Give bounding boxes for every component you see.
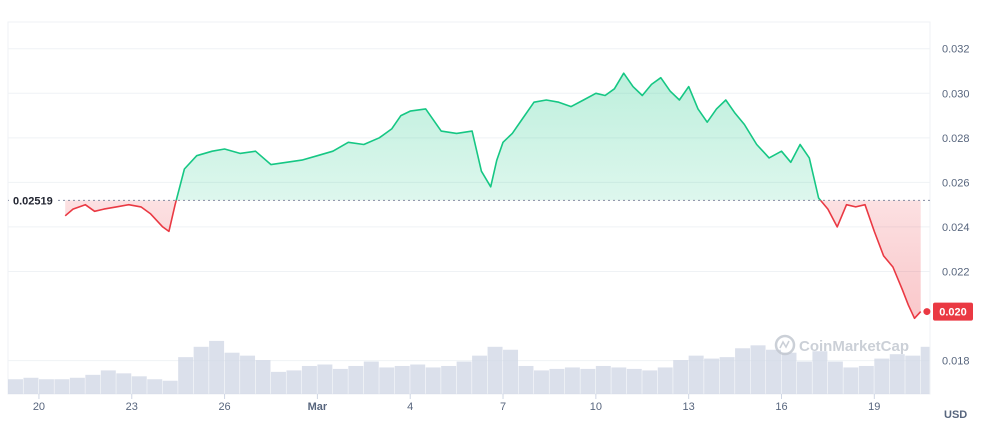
volume-bar (518, 365, 534, 394)
volume-bar (240, 355, 256, 394)
volume-bar (564, 367, 580, 394)
volume-bar (270, 371, 286, 394)
volume-bar (472, 355, 488, 394)
volume-bar (796, 361, 812, 394)
volume-bar (332, 368, 348, 394)
volume-bar (704, 358, 720, 394)
volume-bar (85, 374, 101, 394)
volume-bar (8, 379, 23, 394)
x-tick-label: 10 (590, 401, 602, 413)
x-tick-label: 4 (407, 401, 413, 413)
volume-bar (920, 346, 930, 394)
volume-bar (626, 368, 642, 394)
volume-bar (719, 357, 735, 394)
volume-bar (889, 354, 905, 394)
y-tick-label: 0.028 (942, 133, 970, 145)
x-tick-label: 19 (868, 401, 880, 413)
volume-bar (688, 355, 704, 394)
volume-bar (487, 346, 503, 394)
volume-bar (394, 365, 410, 394)
volume-bar (580, 368, 596, 394)
y-tick-label: 0.032 (942, 44, 970, 56)
volume-bar (147, 379, 163, 394)
volume-bar (657, 367, 673, 394)
volume-bar (348, 365, 364, 394)
volume-bar (441, 365, 457, 394)
reference-label-backing (9, 192, 57, 208)
x-tick-label: 26 (218, 401, 230, 413)
x-tick-label: 23 (126, 401, 138, 413)
volume-bar (100, 370, 116, 394)
volume-bar (503, 349, 519, 394)
volume-bar (54, 379, 70, 394)
volume-bar (255, 360, 271, 394)
current-price-badge (933, 302, 973, 321)
y-tick-label: 0.024 (942, 222, 970, 234)
x-tick-label: 13 (683, 401, 695, 413)
volume-bar (827, 361, 843, 394)
logo-wave-icon (779, 340, 790, 349)
volume-bar (38, 379, 54, 394)
volume-bar (858, 365, 874, 394)
y-tick-label: 0.026 (942, 177, 970, 189)
currency-label: USD (944, 409, 967, 421)
reference-price-label: 0.02519 (13, 195, 53, 207)
y-axis: 0.032 0.030 0.028 0.026 0.024 0.022 0.018 (942, 44, 970, 368)
volume-bar (642, 370, 658, 394)
y-tick-label: 0.030 (942, 88, 970, 100)
volume-bar (456, 361, 472, 394)
volume-bar (116, 373, 132, 394)
volume-bar (750, 345, 766, 394)
x-tick-label: 16 (775, 401, 787, 413)
y-tick-label: 0.018 (942, 356, 970, 368)
x-tick-label: 7 (500, 401, 506, 413)
volume-bar (905, 355, 921, 394)
current-price-dot (923, 308, 931, 316)
volume-bar (874, 358, 890, 394)
volume-bar (425, 367, 441, 394)
volume-bar (224, 352, 240, 394)
area-above-reference (65, 73, 921, 201)
x-tick-label: 20 (33, 401, 45, 413)
volume-bar (23, 377, 39, 394)
volume-bar (549, 368, 565, 394)
volume-bar (363, 361, 379, 394)
area-below-reference (65, 200, 921, 319)
volume-bar (611, 367, 627, 394)
volume-bar (735, 348, 751, 394)
volume-bar (69, 377, 85, 394)
y-tick-label: 0.022 (942, 266, 970, 278)
watermark-text: CoinMarketCap (799, 338, 909, 355)
volume-bar (162, 380, 178, 394)
volume-bar (131, 376, 147, 394)
volume-bar (301, 365, 317, 394)
volume-bar (286, 370, 302, 394)
price-line (64, 72, 922, 320)
watermark-logo: CoinMarketCap (774, 334, 909, 356)
volume-bar (178, 357, 194, 394)
volume-bar (843, 367, 859, 394)
x-axis: 20 23 26 Mar 4 7 10 13 16 19 (33, 394, 880, 413)
volume-bar (209, 340, 225, 394)
volume-bar (781, 352, 797, 394)
volume-bars (8, 340, 930, 394)
volume-bar (673, 360, 689, 394)
price-area (65, 73, 921, 319)
volume-bar (193, 346, 209, 394)
volume-bar (812, 351, 828, 394)
volume-bar (410, 364, 426, 394)
volume-bar (533, 370, 549, 394)
price-line-up (175, 72, 822, 201)
coinmarketcap-logo-icon (774, 334, 796, 356)
current-price-label: 0.020 (939, 307, 967, 319)
x-tick-label: Mar (308, 401, 328, 413)
volume-bar (595, 365, 611, 394)
volume-bar (317, 364, 333, 394)
volume-bar (379, 367, 395, 394)
volume-bar (766, 349, 781, 394)
